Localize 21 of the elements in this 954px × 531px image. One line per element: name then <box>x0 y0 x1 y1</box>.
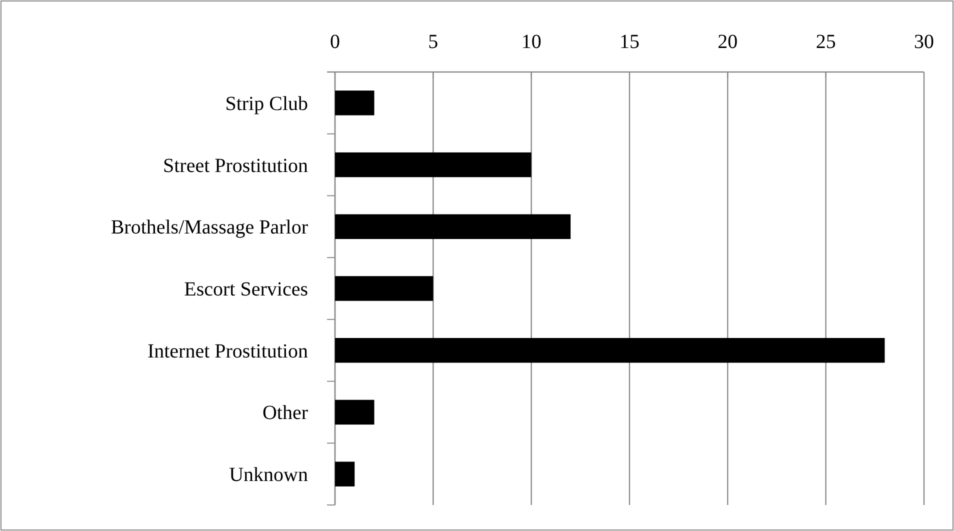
y-tick-label: Unknown <box>229 464 308 486</box>
x-tick-label: 30 <box>914 31 934 53</box>
y-tick-label: Brothels/Massage Parlor <box>110 216 308 239</box>
x-tick-label: 0 <box>330 31 340 53</box>
bar <box>335 90 374 116</box>
x-tick-label: 25 <box>816 31 836 53</box>
x-tick-label: 15 <box>620 31 640 53</box>
y-tick-label: Internet Prostitution <box>147 340 308 362</box>
bar <box>335 462 355 486</box>
y-tick-label: Escort Services <box>184 278 308 300</box>
bar <box>335 214 571 240</box>
y-tick-label: Street Prostitution <box>163 154 308 177</box>
y-tick-label: Other <box>262 402 308 424</box>
bar <box>335 400 374 425</box>
bar <box>335 276 434 301</box>
x-tick-label: 10 <box>521 31 542 53</box>
bar <box>335 152 532 178</box>
bar <box>335 338 885 363</box>
x-tick-label: 5 <box>428 31 438 53</box>
x-tick-label: 20 <box>718 31 738 53</box>
y-tick-label: Strip Club <box>225 92 308 115</box>
